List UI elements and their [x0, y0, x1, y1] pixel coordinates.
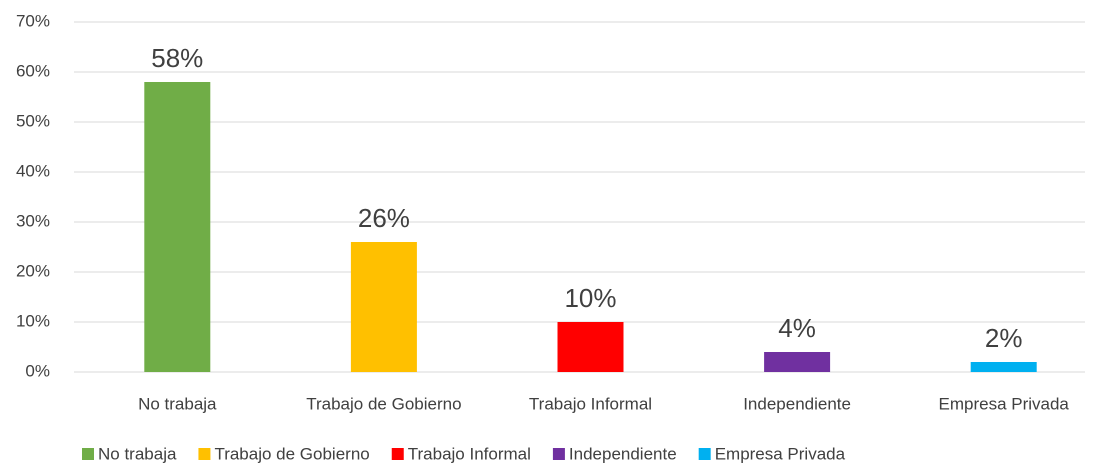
y-tick-label: 70% — [16, 11, 50, 30]
legend-label: No trabaja — [98, 444, 177, 463]
y-tick-label: 10% — [16, 311, 50, 330]
bar — [970, 362, 1037, 372]
bar — [144, 82, 211, 372]
x-tick-label: Trabajo Informal — [529, 394, 652, 413]
y-tick-label: 50% — [16, 111, 50, 130]
x-tick-label: Independiente — [743, 394, 851, 413]
value-label: 26% — [358, 203, 410, 233]
y-tick-label: 60% — [16, 61, 50, 80]
y-tick-label: 0% — [25, 361, 50, 380]
legend-swatch — [698, 448, 711, 460]
legend-label: Trabajo de Gobierno — [214, 444, 369, 463]
x-tick-label: No trabaja — [138, 394, 217, 413]
legend-swatch — [552, 448, 565, 460]
value-label: 58% — [151, 43, 203, 73]
legend-swatch — [391, 448, 404, 460]
legend-swatch — [198, 448, 211, 460]
value-label: 2% — [985, 323, 1023, 353]
value-label: 4% — [778, 313, 816, 343]
legend-swatch — [82, 448, 94, 460]
legend-label: Empresa Privada — [715, 444, 846, 463]
y-tick-label: 30% — [16, 211, 50, 230]
bar — [557, 322, 624, 372]
x-tick-label: Trabajo de Gobierno — [306, 394, 461, 413]
bar — [764, 352, 831, 372]
y-tick-label: 20% — [16, 261, 50, 280]
bar — [350, 242, 417, 372]
y-tick-label: 40% — [16, 161, 50, 180]
value-label: 10% — [564, 283, 616, 313]
legend-label: Trabajo Informal — [408, 444, 531, 463]
legend-label: Independiente — [569, 444, 677, 463]
x-tick-label: Empresa Privada — [939, 394, 1070, 413]
